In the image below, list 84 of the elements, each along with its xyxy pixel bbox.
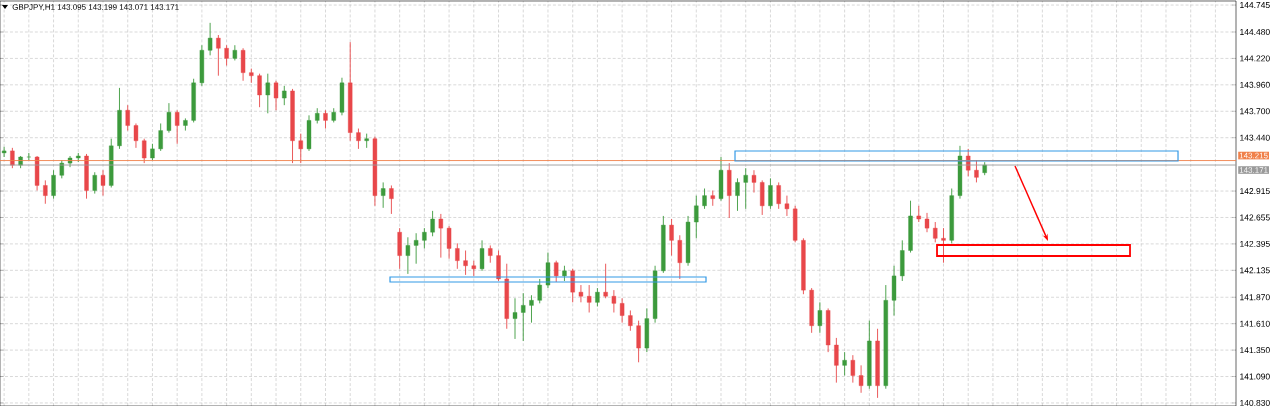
- candlestick: [455, 242, 460, 270]
- y-tick-label: 140.830: [1240, 399, 1270, 406]
- candlestick: [207, 22, 213, 56]
- candlestick: [389, 185, 394, 215]
- candlestick: [356, 128, 361, 150]
- candlestick: [51, 169, 56, 200]
- candlestick: [586, 284, 592, 313]
- candlestick: [257, 73, 262, 108]
- candlestick: [817, 301, 823, 334]
- candlestick: [834, 337, 839, 384]
- y-tick-label: 141.090: [1240, 373, 1270, 380]
- candlestick: [743, 167, 748, 210]
- candlestick: [413, 232, 419, 265]
- candlestick: [611, 289, 617, 313]
- candlestick: [702, 188, 707, 210]
- candlestick: [166, 102, 172, 134]
- candlestick: [619, 297, 625, 324]
- y-tick-label: 141.610: [1240, 320, 1270, 327]
- candlestick: [521, 292, 526, 342]
- y-tick-label: 143.440: [1240, 134, 1270, 141]
- candlestick: [273, 80, 279, 111]
- candlestick: [694, 195, 699, 239]
- candlestick: [463, 250, 468, 276]
- candlestick: [174, 109, 180, 145]
- y-tick-label: 141.350: [1240, 347, 1270, 354]
- candlestick: [422, 227, 427, 249]
- candlestick: [265, 73, 270, 114]
- candlestick: [941, 227, 946, 264]
- candlestick: [43, 179, 48, 205]
- candlestick: [380, 181, 386, 209]
- candlestick: [751, 169, 757, 194]
- candlestick: [842, 351, 847, 376]
- candlestick: [479, 239, 485, 272]
- candlestick: [850, 354, 856, 384]
- candlestick: [397, 227, 402, 270]
- y-tick-label: 142.915: [1240, 188, 1270, 195]
- candlestick: [142, 138, 147, 164]
- candlestick: [554, 260, 559, 283]
- candlestick: [240, 47, 246, 82]
- candlestick: [133, 123, 139, 149]
- candlestick: [438, 213, 444, 259]
- candlestick: [446, 225, 452, 260]
- candlestick: [1, 146, 7, 158]
- candlestick: [496, 250, 501, 282]
- candlestick: [933, 221, 938, 243]
- candlestick: [974, 159, 979, 183]
- candlestick: [125, 104, 130, 132]
- candlestick: [100, 169, 106, 197]
- y-tick-label: 144.745: [1240, 2, 1270, 9]
- candlestick: [784, 195, 790, 217]
- candlestick: [924, 212, 930, 233]
- y-tick-label: 144.480: [1240, 29, 1270, 35]
- y-tick-label: 144.220: [1240, 55, 1270, 62]
- y-tick-label: 142.395: [1240, 240, 1270, 247]
- candlestick: [512, 297, 518, 340]
- candlestick: [537, 278, 542, 304]
- candlestick: [858, 364, 864, 394]
- candlestick: [578, 284, 584, 303]
- candlestick: [768, 177, 773, 210]
- candlestick: [10, 147, 15, 169]
- candlestick: [595, 287, 600, 307]
- y-tick-label: 143.700: [1240, 108, 1270, 115]
- y-tick-label: 142.135: [1240, 267, 1270, 274]
- candlestick: [282, 85, 287, 106]
- candlestick: [760, 179, 765, 216]
- candlestick: [776, 181, 781, 210]
- candlestick: [224, 44, 229, 66]
- candlestick: [735, 177, 740, 212]
- candlestick: [158, 123, 163, 152]
- candlestick: [628, 310, 633, 332]
- candlestick: [298, 133, 303, 164]
- candlestick: [677, 234, 682, 280]
- candlestick: [603, 263, 608, 299]
- candlestick: [669, 218, 674, 257]
- y-tick-label: 142.655: [1240, 214, 1270, 221]
- candlestick: [529, 294, 534, 324]
- candlestick: [430, 210, 435, 237]
- candlestick: [405, 236, 411, 275]
- y-tick-label: 143.960: [1240, 81, 1270, 88]
- candlestick: [216, 34, 221, 77]
- candlestick: [323, 109, 328, 129]
- y-tick-label: 141.870: [1240, 294, 1270, 301]
- candlestick: [92, 171, 97, 195]
- candlestick: [636, 320, 641, 363]
